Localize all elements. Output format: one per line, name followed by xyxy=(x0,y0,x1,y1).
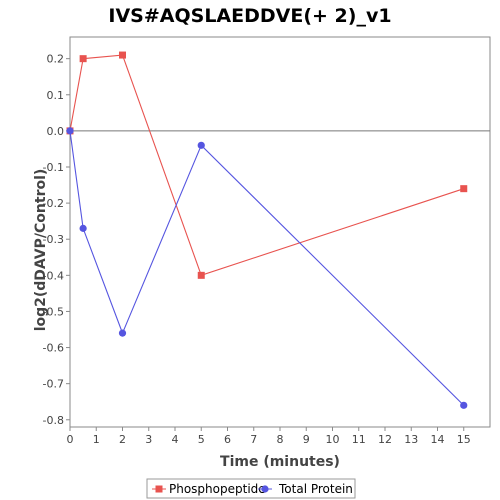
y-tick-label: -0.7 xyxy=(43,378,64,391)
legend-item: Phosphopeptide xyxy=(152,482,266,496)
data-point xyxy=(79,55,87,63)
legend-square-icon xyxy=(155,485,163,493)
data-point xyxy=(79,224,87,232)
x-tick-label: 3 xyxy=(145,433,152,446)
x-tick-label: 9 xyxy=(303,433,310,446)
legend-circle-icon xyxy=(261,485,269,493)
y-tick-label: 0.2 xyxy=(47,53,65,66)
series-1 xyxy=(66,127,468,409)
data-point xyxy=(197,141,205,149)
x-tick-label: 4 xyxy=(172,433,179,446)
legend-label: Total Protein xyxy=(278,482,353,496)
y-tick-label: -0.5 xyxy=(43,305,64,318)
data-point xyxy=(460,401,468,409)
x-axis-label: Time (minutes) xyxy=(220,454,340,470)
chart-title: IVS#AQSLAEDDVE(+ 2)_v1 xyxy=(108,5,391,27)
y-tick-label: 0.0 xyxy=(47,125,65,138)
x-tick-label: 5 xyxy=(198,433,205,446)
legend-label: Phosphopeptide xyxy=(169,482,266,496)
y-tick-label: -0.8 xyxy=(43,414,64,427)
x-tick-label: 12 xyxy=(378,433,392,446)
y-axis: 0.2 0.1 0.0 -0.1 -0.2 -0.3 -0.4 -0.5 -0.6 -0.7 -0.… xyxy=(43,53,70,427)
x-tick-label: 8 xyxy=(277,433,284,446)
x-tick-label: 10 xyxy=(326,433,340,446)
x-tick-label: 1 xyxy=(93,433,100,446)
legend-items: Phosphopeptide Total Protein xyxy=(152,482,353,496)
data-point xyxy=(197,271,205,279)
data-point xyxy=(119,51,126,59)
y-tick-label: -0.1 xyxy=(43,161,64,174)
legend-box xyxy=(146,478,356,499)
x-tick-label: 2 xyxy=(119,433,126,446)
x-axis: 0 1 2 3 4 5 6 7 8 9 10 11 12 13 14 15 xyxy=(67,427,471,446)
x-tick-label: 11 xyxy=(352,433,366,446)
series-group xyxy=(66,51,468,409)
y-axis-label: log2(dDAVP/Control) xyxy=(33,169,49,332)
x-tick-label: 7 xyxy=(250,433,257,446)
y-tick-label: 0.1 xyxy=(47,89,65,102)
x-tick-label: 6 xyxy=(224,433,231,446)
y-tick-label: -0.4 xyxy=(43,269,64,282)
data-point xyxy=(118,329,127,337)
x-tick-label: 0 xyxy=(67,433,74,446)
data-point xyxy=(66,127,74,135)
y-tick-label: -0.6 xyxy=(43,342,64,355)
legend: Phosphopeptide Total Protein xyxy=(146,478,356,499)
legend-item: Total Protein xyxy=(258,482,353,496)
y-tick-label: -0.2 xyxy=(43,197,64,210)
x-tick-label: 14 xyxy=(431,433,445,446)
x-tick-label: 13 xyxy=(404,433,418,446)
data-point xyxy=(460,185,468,193)
x-tick-label: 15 xyxy=(457,433,471,446)
y-tick-label: -0.3 xyxy=(43,233,64,246)
